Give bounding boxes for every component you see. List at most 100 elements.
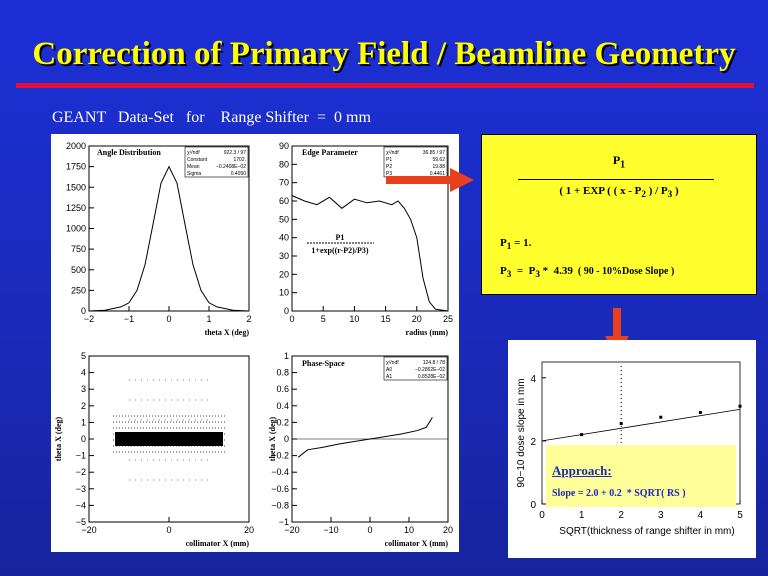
slope-ytick-label: 2 [530,437,536,448]
phase-ytick-label: 0.8 [276,368,289,378]
slope-xtick-label: 5 [737,510,743,521]
angle-stats-key: χ²/ndf [187,150,200,156]
slide-title: Correction of Primary Field / Beamline G… [32,36,736,72]
approach-formula: Slope = 2.0 + 0.2 * SQRT( RS ) [552,488,686,499]
slope-xlabel: SQRT(thickness of range shifter in mm) [559,526,734,537]
phase-stats-val: 124.8 / 78 [423,360,445,366]
edge-stats-key: P1 [386,157,392,163]
approach-box: Approach: Slope = 2.0 + 0.2 * SQRT( RS ) [546,445,736,507]
edge-ytick-label: 20 [279,269,289,279]
edge-formula-num: P1 [336,233,345,242]
slope-point [659,415,663,419]
edge-stats-key: P2 [386,164,392,170]
phase-ytick-label: 1 [284,351,289,361]
edge-xtick-label: 0 [289,314,294,324]
scatter-ylabel: theta X (deg) [54,416,63,461]
formula-numerator: P1 [612,153,626,171]
angle-label: Angle Distribution [97,148,161,157]
edge-stats-box [383,146,448,178]
edge-xtick-label: 10 [349,314,359,324]
slope-xtick-label: 4 [698,510,704,521]
edge-ytick-label: 40 [279,233,289,243]
phase-ytick-label: 0.4 [276,401,289,411]
angle-ytick-label: 250 [71,285,86,295]
angle-xtick-label: 0 [166,314,171,324]
scatter-core [115,432,223,446]
scatter-ytick-label: −2 [76,467,86,477]
title-underline [16,83,754,88]
scatter-xlabel: collimator X (mm) [186,539,250,548]
edge-stats-key: χ²/ndf [386,150,399,156]
edge-formula-den: 1+exp((r-P2)/P3) [311,246,368,255]
angle-ytick-label: 750 [71,244,86,254]
slope-xtick-label: 2 [618,510,624,521]
slope-xtick-label: 0 [539,510,545,521]
phase-stats-box [383,356,448,381]
slope-point [619,422,623,426]
angle-ytick-label: 500 [71,265,86,275]
slope-point [698,410,702,414]
phase-ytick-label: 0.6 [276,384,289,394]
slope-fit-line [541,408,741,442]
phase-ytick-label: −1 [279,517,289,527]
angle-ytick-label: 1000 [66,224,86,234]
phase-ylabel: theta X (deg) [268,416,277,461]
phase-xlabel: collimator X (mm) [385,539,449,548]
phase-ytick-label: −0.2 [271,451,289,461]
edge-xtick-label: 20 [412,314,422,324]
edge-ytick-label: 80 [279,159,289,169]
angle-ytick-label: 0 [81,306,86,316]
phase-ytick-label: 0.2 [276,417,289,427]
phase-ytick-label: −0.6 [271,484,289,494]
scatter-ytick-label: −5 [76,517,86,527]
phase-curve [297,417,433,458]
geant-plots: −2 −1 0 1 2025050075010001250150017502000Ang… [54,141,453,548]
p1-value: P1 = 1. [500,237,532,252]
edge-xtick-label: 15 [381,314,391,324]
slope-xtick-label: 1 [579,510,585,521]
slope-xtick-label: 3 [658,510,664,521]
angle-stats-val: 922.3 / 97 [224,150,246,156]
approach-label: Approach: [552,463,612,478]
angle-stats-val: 1702. [233,157,246,163]
angle-xtick-label: 1 [206,314,211,324]
scatter-xtick-label: −20 [81,525,96,535]
edge-ytick-label: 90 [279,141,289,151]
scatter-ytick-label: −1 [76,451,86,461]
phase-stats-val: −0.2862E−02 [415,367,445,373]
phase-xtick-label: 20 [443,525,453,535]
angle-ytick-label: 1250 [66,203,86,213]
angle-stats: χ²/ndf 922.3 / 97 Constant 1702. Mean −0.2408… [184,146,249,178]
edge-stats-val: 59.62 [432,157,445,163]
phase-ytick-label: −0.4 [271,467,289,477]
scatter-ytick-label: −4 [76,500,86,510]
scatter-ytick-label: 4 [81,368,86,378]
edge-label: Edge Parameter [302,148,358,157]
edge-curve [291,195,449,312]
angle-xtick-label: −2 [84,314,94,324]
phase-stats: χ²/ndf 124.8 / 78 A0 −0.2862E−02 A1 0.8528E−0… [383,356,448,381]
edge-ytick-label: 0 [284,306,289,316]
p3-rule: P3 = P3 * 4.39 ( 90 - 10%Dose Slope ) [500,265,675,280]
scatter-ytick-label: 1 [81,417,86,427]
formula-denominator: ( 1 + EXP ( ( x - P2 ) / P3 ) [559,185,679,200]
phase-xtick-label: −20 [284,525,299,535]
scatter-ytick-label: −3 [76,484,86,494]
slope-ylabel: 90−10 dose slope in mm [516,378,527,487]
edge-ytick-label: 60 [279,196,289,206]
angle-xlabel: theta X (deg) [205,328,250,337]
scatter-xtick-label: 20 [244,525,254,535]
angle-stats-box [184,146,249,178]
angle-xtick-label: −1 [124,314,134,324]
edge-stats-val: 0.4461 [430,171,446,177]
slope-point [738,404,742,408]
angle-ytick-label: 2000 [66,141,86,151]
slope-ytick-label: 0 [530,500,536,511]
scatter-ytick-label: 5 [81,351,86,361]
angle-stats-val: −0.2408E−02 [216,164,246,170]
edge-ytick-label: 70 [279,178,289,188]
edge-formula-box: P1 ( 1 + EXP ( ( x - P2 ) / P3 ) P1 = 1.… [481,134,757,295]
phase-stats-key: χ²/ndf [386,360,399,366]
edge-xtick-label: 5 [321,314,326,324]
